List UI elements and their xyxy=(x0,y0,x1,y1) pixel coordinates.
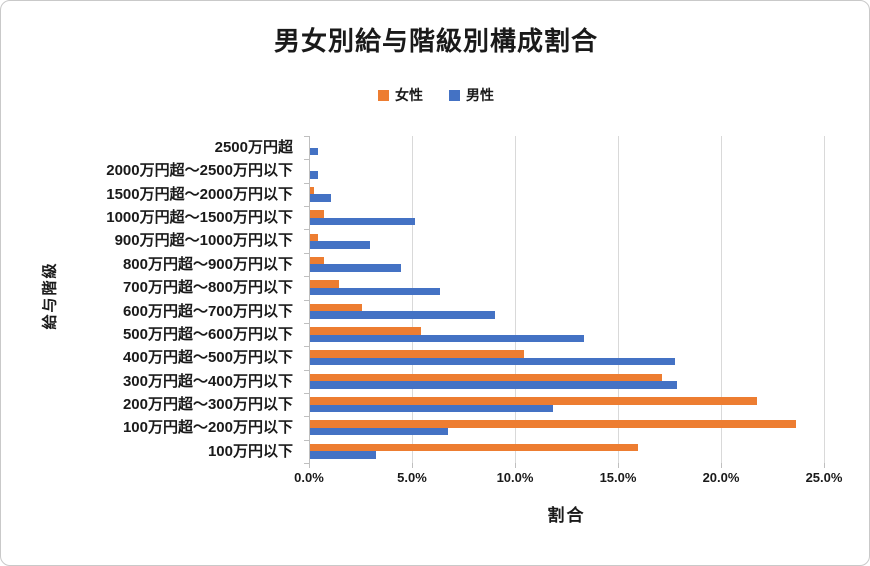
category-label: 800万円超〜900万円以下 xyxy=(122,255,293,273)
bar-male xyxy=(310,451,376,459)
bar-male xyxy=(310,427,448,436)
category-label: 300万円超〜400万円以下 xyxy=(122,372,293,390)
category-label: 100万円超〜200万円以下 xyxy=(122,419,293,437)
axis-tick xyxy=(721,463,722,468)
axis-tick xyxy=(304,370,309,371)
x-axis-title: 割合 xyxy=(547,506,586,525)
axis-tick xyxy=(412,463,413,468)
category-label: 2000万円超〜2500万円以下 xyxy=(106,162,293,180)
plot-area xyxy=(304,136,825,468)
category-label: 900万円超〜1000万円以下 xyxy=(114,232,293,250)
legend-item-male: 男性 xyxy=(449,85,494,105)
bar-female xyxy=(310,233,318,242)
bar-male xyxy=(310,334,584,343)
category-axis-line xyxy=(309,136,310,468)
category-label: 1500万円超〜2000万円以下 xyxy=(106,185,293,203)
axis-tick xyxy=(304,440,309,441)
category-label: 2500万円超 xyxy=(214,139,293,156)
bar-male xyxy=(310,311,495,319)
gridline xyxy=(412,136,413,463)
category-label: 200万円超〜300万円以下 xyxy=(122,395,293,413)
axis-tick xyxy=(824,463,825,468)
axis-tick xyxy=(618,463,619,468)
gridline xyxy=(824,136,825,463)
x-tick-label: 10.0% xyxy=(496,470,534,485)
bar-male xyxy=(310,404,553,413)
bar-female xyxy=(310,373,662,382)
axis-tick xyxy=(309,463,310,468)
x-tick-label: 15.0% xyxy=(599,470,637,485)
bar-female xyxy=(310,397,757,405)
legend-label-female: 女性 xyxy=(395,87,423,103)
x-tick-label: 0.0% xyxy=(294,470,324,485)
bar-male xyxy=(310,147,318,156)
axis-tick xyxy=(304,393,309,394)
gridline xyxy=(721,136,722,463)
value-axis-tick-labels: 0.0% 5.0% 10.0% 15.0% 20.0% 25.0% xyxy=(294,470,842,488)
axis-tick xyxy=(304,346,309,347)
bar-female xyxy=(310,280,339,288)
axis-tick xyxy=(304,136,309,137)
bar-male xyxy=(310,381,677,389)
category-label: 700万円超〜800万円以下 xyxy=(122,279,293,297)
bar-male xyxy=(310,217,415,226)
legend: 女性 男性 xyxy=(1,85,869,105)
bar-male xyxy=(310,194,331,202)
bar-female xyxy=(310,303,362,312)
gridline xyxy=(515,136,516,463)
category-label: 100万円以下 xyxy=(207,442,293,460)
chart-title: 男女別給与階級別構成割合 xyxy=(273,26,598,56)
axis-tick xyxy=(304,183,309,184)
category-label: 600万円超〜700万円以下 xyxy=(122,302,293,320)
legend-item-female: 女性 xyxy=(378,85,423,105)
bar-male xyxy=(310,357,675,366)
bar-male xyxy=(310,241,370,249)
bar-male xyxy=(310,171,318,179)
category-axis-labels: 2500万円超 2000万円超〜2500万円以下 1500万円超〜2000万円以下 1… xyxy=(41,136,301,463)
legend-label-male: 男性 xyxy=(466,87,494,103)
axis-tick xyxy=(304,159,309,160)
axis-tick xyxy=(304,229,309,230)
bar-female xyxy=(310,443,638,452)
category-label: 1000万円超〜1500万円以下 xyxy=(106,209,293,227)
category-label: 500万円超〜600万円以下 xyxy=(122,325,293,343)
legend-swatch-male xyxy=(449,89,460,101)
axis-tick xyxy=(304,276,309,277)
axis-tick xyxy=(304,206,309,207)
x-tick-label: 5.0% xyxy=(397,470,427,485)
bar-male xyxy=(310,264,401,272)
category-label: 400万円超〜500万円以下 xyxy=(122,349,293,367)
axis-tick xyxy=(304,323,309,324)
axis-tick xyxy=(304,253,309,254)
gridline xyxy=(618,136,619,463)
x-tick-label: 25.0% xyxy=(805,470,843,485)
bar-female xyxy=(310,420,796,428)
bar-female xyxy=(310,327,421,335)
legend-swatch-female xyxy=(378,89,389,101)
bar-female xyxy=(310,350,524,358)
bar-female xyxy=(310,256,324,265)
axis-tick xyxy=(304,463,309,464)
bar-female xyxy=(310,186,314,195)
bar-male xyxy=(310,287,440,296)
bar-female xyxy=(310,210,324,218)
axis-tick xyxy=(304,416,309,417)
axis-tick xyxy=(304,300,309,301)
axis-tick xyxy=(515,463,516,468)
x-tick-label: 20.0% xyxy=(702,470,740,485)
